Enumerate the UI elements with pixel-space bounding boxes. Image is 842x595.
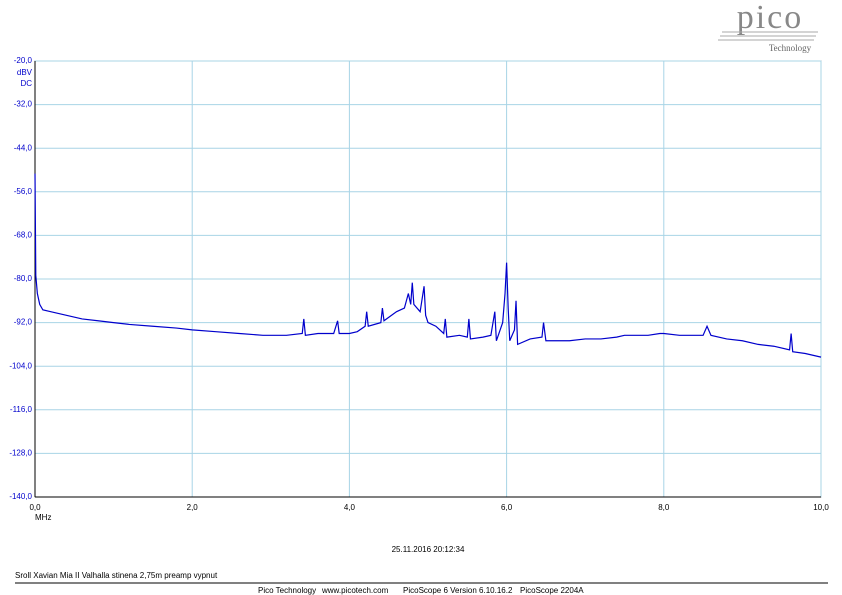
logo-stripes — [718, 31, 818, 41]
footer-item: PicoScope 2204A — [520, 586, 584, 595]
y-tick-label: -104,0 — [9, 361, 32, 370]
x-tick-label: 2,0 — [187, 503, 199, 512]
footer-item: www.picotech.com — [321, 586, 389, 595]
y-tick-label: -140,0 — [9, 492, 32, 501]
footer-item: PicoScope 6 Version 6.10.16.2 — [403, 586, 513, 595]
spectrum-line — [34, 173, 822, 358]
logo-tagline: Technology — [769, 43, 812, 53]
y-tick-label: -32,0 — [14, 100, 33, 109]
x-tick-label: 6,0 — [501, 503, 513, 512]
logo-name: pico — [737, 0, 804, 36]
footer-item: Pico Technology — [258, 586, 316, 595]
y-tick-label: -56,0 — [14, 187, 33, 196]
y-tick-label: -68,0 — [14, 231, 33, 240]
y-coupling: DC — [20, 79, 32, 88]
y-tick-label: -20,0 — [14, 56, 33, 65]
x-tick-label: 8,0 — [658, 503, 670, 512]
x-tick-label: 4,0 — [344, 503, 356, 512]
caption: Sroll Xavian Mia II Valhalla stinena 2,7… — [15, 571, 218, 580]
y-tick-label: -44,0 — [14, 143, 33, 152]
y-tick-label: -116,0 — [10, 405, 33, 414]
x-unit: MHz — [35, 513, 51, 522]
y-unit: dBV — [17, 68, 33, 77]
x-tick-label: 10,0 — [813, 503, 829, 512]
x-tick-label: 0,0 — [29, 503, 41, 512]
y-tick-label: -128,0 — [9, 449, 32, 458]
y-tick-label: -92,0 — [14, 318, 33, 327]
y-tick-label: -80,0 — [14, 274, 33, 283]
timestamp: 25.11.2016 20:12:34 — [392, 545, 465, 554]
